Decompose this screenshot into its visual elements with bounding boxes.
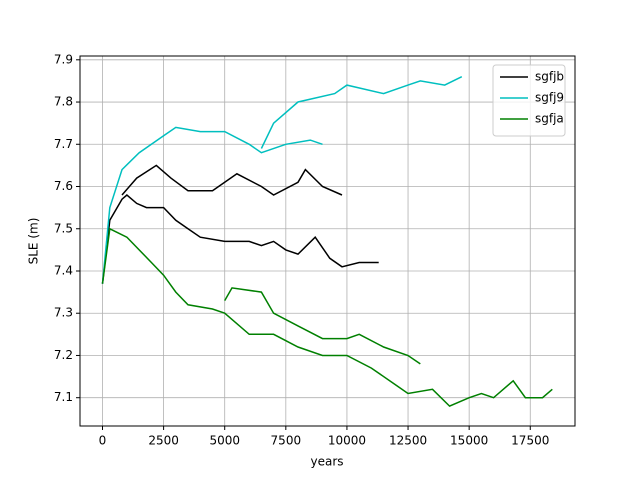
y-tick-label: 7.7 [54, 137, 73, 151]
x-tick-label: 2500 [148, 434, 179, 448]
axes-frame [79, 55, 576, 427]
x-tick-label: 0 [99, 434, 107, 448]
x-tick-label: 15000 [450, 434, 488, 448]
x-tick-label: 17500 [511, 434, 549, 448]
x-tick-label: 12500 [389, 434, 427, 448]
legend-label: sgfjb [535, 70, 564, 84]
y-axis-label: SLE (m) [27, 218, 41, 265]
y-tick-label: 7.3 [54, 306, 73, 320]
series-line [101, 227, 553, 407]
y-tick-label: 7.8 [54, 95, 73, 109]
series-line [101, 194, 379, 284]
x-tick-label: 7500 [271, 434, 302, 448]
series-line [121, 164, 343, 196]
legend-label: sgfja [535, 112, 564, 126]
legend: sgfjb sgfj9 sgfja [492, 64, 566, 137]
y-tick-label: 7.1 [54, 390, 73, 404]
x-tick-label: 5000 [209, 434, 240, 448]
y-tick-label: 7.5 [54, 221, 73, 235]
y-tick-label: 7.4 [54, 263, 73, 277]
series-line [101, 126, 323, 284]
series-line [260, 76, 463, 149]
series-line [224, 287, 421, 365]
y-tick-label: 7.6 [54, 179, 73, 193]
x-axis-label: years [310, 455, 343, 469]
x-tick-label: 10000 [328, 434, 366, 448]
y-tick-label: 7.9 [54, 52, 73, 66]
legend-label: sgfj9 [535, 91, 564, 105]
y-tick-label: 7.2 [54, 348, 73, 362]
